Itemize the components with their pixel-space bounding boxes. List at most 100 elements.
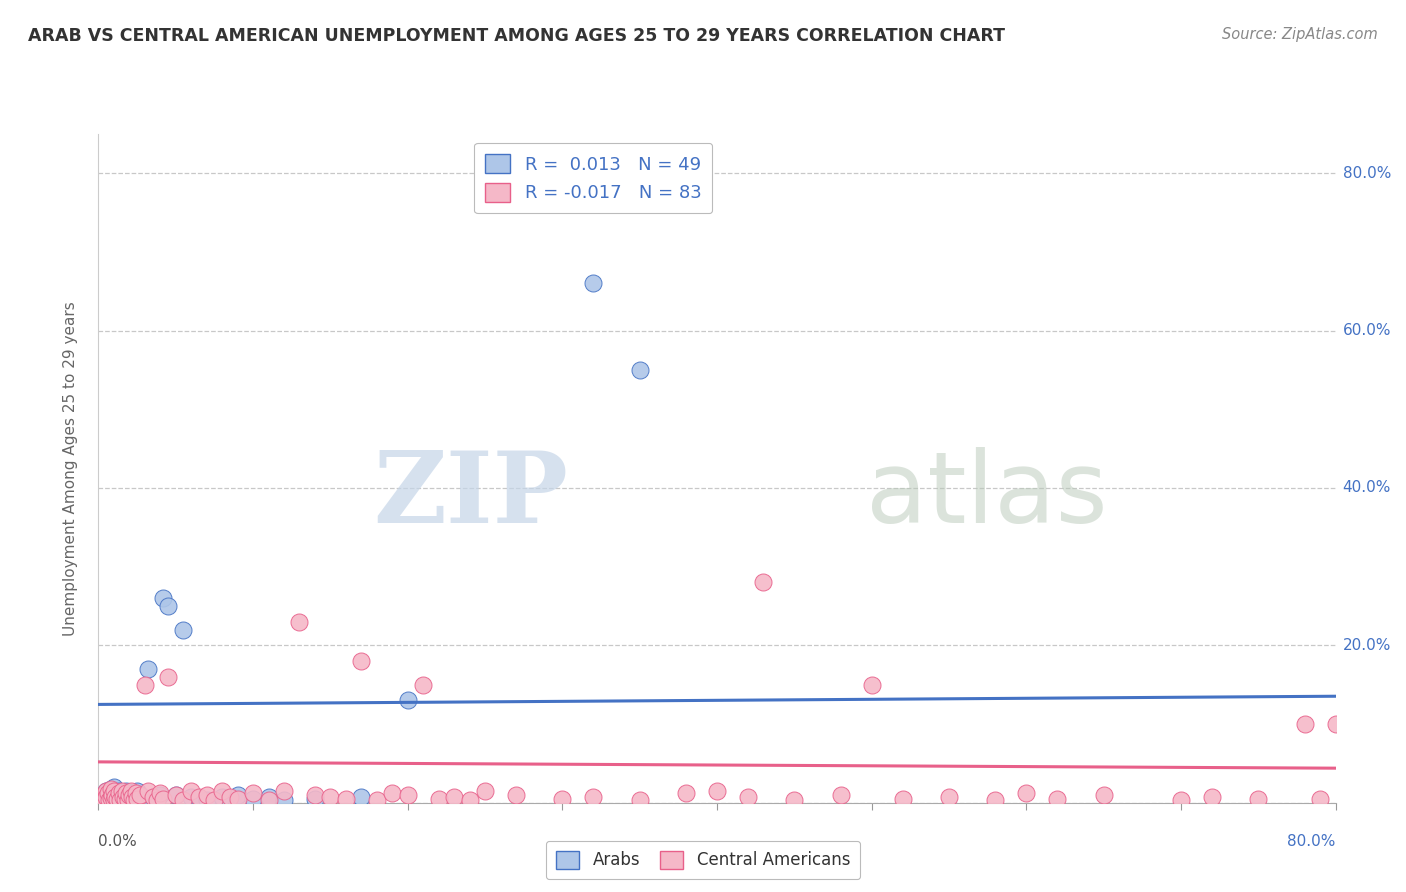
Point xyxy=(257,793,280,807)
Point xyxy=(103,792,125,806)
Point xyxy=(134,792,156,806)
Point xyxy=(304,792,326,806)
Point xyxy=(1247,792,1270,806)
Legend: R =  0.013   N = 49, R = -0.017   N = 83: R = 0.013 N = 49, R = -0.017 N = 83 xyxy=(474,143,713,213)
Point xyxy=(90,792,112,806)
Point xyxy=(96,784,118,798)
Point xyxy=(136,662,159,676)
Point xyxy=(242,786,264,800)
Point xyxy=(381,786,404,800)
Point xyxy=(172,623,194,637)
Point xyxy=(122,793,145,807)
Point xyxy=(103,780,125,794)
Point xyxy=(582,277,605,291)
Point xyxy=(108,793,131,807)
Point xyxy=(427,792,450,806)
Point xyxy=(273,784,295,798)
Text: ZIP: ZIP xyxy=(374,447,568,543)
Point xyxy=(195,793,218,807)
Point xyxy=(830,788,852,802)
Point xyxy=(121,789,143,804)
Point xyxy=(165,788,187,802)
Point xyxy=(211,784,233,798)
Legend: Arabs, Central Americans: Arabs, Central Americans xyxy=(546,840,860,880)
Point xyxy=(242,792,264,806)
Text: 0.0%: 0.0% xyxy=(98,834,138,849)
Point xyxy=(257,789,280,804)
Point xyxy=(195,788,218,802)
Text: 40.0%: 40.0% xyxy=(1343,481,1391,495)
Point xyxy=(350,789,373,804)
Text: Source: ZipAtlas.com: Source: ZipAtlas.com xyxy=(1222,27,1378,42)
Text: 80.0%: 80.0% xyxy=(1343,166,1391,181)
Point xyxy=(100,781,122,796)
Point xyxy=(105,793,128,807)
Point xyxy=(141,789,165,804)
Text: 60.0%: 60.0% xyxy=(1343,323,1391,338)
Point xyxy=(319,789,342,804)
Point xyxy=(124,786,146,800)
Point xyxy=(124,789,146,804)
Point xyxy=(188,789,211,804)
Point xyxy=(111,792,132,806)
Point xyxy=(146,793,169,807)
Point xyxy=(129,788,152,802)
Point xyxy=(165,788,187,802)
Point xyxy=(752,575,775,590)
Point xyxy=(152,792,174,806)
Point xyxy=(157,670,180,684)
Y-axis label: Unemployment Among Ages 25 to 29 years: Unemployment Among Ages 25 to 29 years xyxy=(63,301,77,636)
Point xyxy=(117,790,139,805)
Point xyxy=(98,786,121,800)
Point xyxy=(141,789,165,804)
Point xyxy=(860,678,883,692)
Point xyxy=(1092,788,1115,802)
Point xyxy=(97,791,120,805)
Point xyxy=(100,792,122,806)
Point xyxy=(120,793,142,807)
Point xyxy=(226,788,249,802)
Text: 80.0%: 80.0% xyxy=(1288,834,1336,849)
Point xyxy=(458,793,481,807)
Point xyxy=(90,792,112,806)
Point xyxy=(891,792,914,806)
Point xyxy=(149,786,172,800)
Point xyxy=(91,789,114,804)
Point xyxy=(105,792,128,806)
Point xyxy=(551,792,574,806)
Point xyxy=(188,792,211,806)
Point xyxy=(127,784,149,798)
Point xyxy=(396,693,419,707)
Point xyxy=(180,789,202,804)
Point xyxy=(97,786,120,800)
Point xyxy=(115,784,138,798)
Point xyxy=(412,678,434,692)
Text: ARAB VS CENTRAL AMERICAN UNEMPLOYMENT AMONG AGES 25 TO 29 YEARS CORRELATION CHAR: ARAB VS CENTRAL AMERICAN UNEMPLOYMENT AM… xyxy=(28,27,1005,45)
Point xyxy=(628,793,651,807)
Point xyxy=(1324,717,1347,731)
Point xyxy=(146,793,169,807)
Point xyxy=(121,792,143,806)
Point xyxy=(136,784,159,798)
Point xyxy=(108,789,131,804)
Point xyxy=(152,591,174,606)
Point xyxy=(101,788,124,802)
Text: atlas: atlas xyxy=(866,447,1107,543)
Point xyxy=(114,793,136,807)
Point xyxy=(104,788,127,802)
Point xyxy=(443,789,465,804)
Point xyxy=(112,789,135,804)
Point xyxy=(783,793,806,807)
Point xyxy=(211,789,233,804)
Point xyxy=(1170,793,1192,807)
Point xyxy=(219,789,242,804)
Point xyxy=(93,788,115,802)
Point xyxy=(1309,792,1331,806)
Point xyxy=(350,654,373,668)
Point xyxy=(226,792,249,806)
Point xyxy=(91,788,114,802)
Text: 20.0%: 20.0% xyxy=(1343,638,1391,653)
Point xyxy=(120,784,142,798)
Point xyxy=(1046,792,1069,806)
Point xyxy=(100,781,122,796)
